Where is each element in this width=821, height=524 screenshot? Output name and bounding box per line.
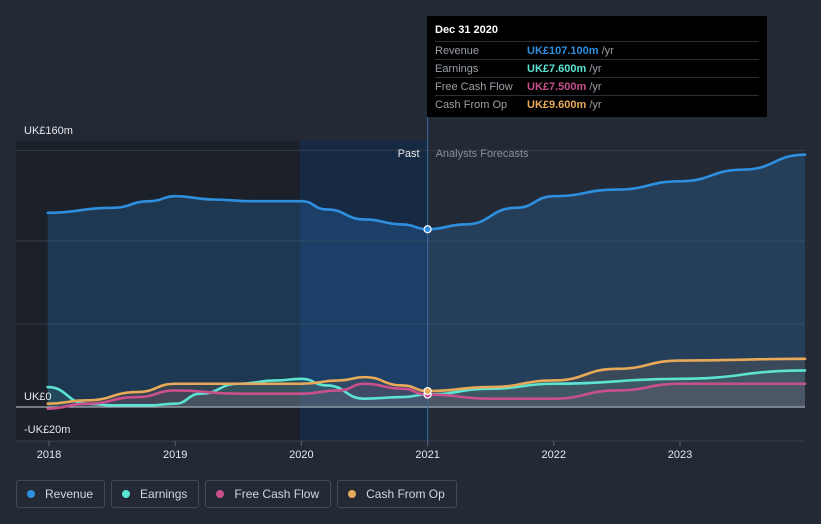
- x-tick-label: 2018: [37, 449, 61, 461]
- cash-from-op-line: [46, 357, 807, 405]
- tooltip-value: UK£7.500m: [527, 80, 587, 93]
- legend-label: Free Cash Flow: [234, 487, 320, 501]
- tooltip-row: Cash From Op UK£9.600m/yr: [435, 95, 759, 113]
- tooltip-unit: /yr: [589, 98, 602, 111]
- x-tick-label: 2021: [415, 449, 439, 461]
- tooltip-row: Revenue UK£107.100m/yr: [435, 41, 759, 59]
- y-tick-label: UK£0: [24, 391, 52, 403]
- tooltip-date: Dec 31 2020: [435, 24, 498, 36]
- forecast-label: Analysts Forecasts: [436, 148, 529, 160]
- legend-label: Revenue: [45, 487, 94, 501]
- legend-item-free-cash-flow[interactable]: Free Cash Flow: [205, 480, 332, 508]
- x-tick-label: 2022: [542, 449, 566, 461]
- tooltip-label: Earnings: [435, 62, 479, 75]
- y-tick-label: UK£160m: [24, 125, 73, 137]
- tooltip: Dec 31 2020 Revenue UK£107.100m/yr Earning…: [427, 16, 767, 117]
- earnings-area: [47, 370, 806, 407]
- legend: Revenue Earnings Free Cash Flow Cash From O…: [16, 480, 457, 508]
- free-cash-flow-line: [46, 382, 807, 410]
- tooltip-unit: /yr: [601, 44, 614, 57]
- legend-label: Cash From Op: [366, 487, 445, 501]
- legend-dot-icon: [348, 490, 357, 498]
- x-tick-label: 2020: [289, 449, 313, 461]
- x-tick-label: 2023: [668, 449, 692, 461]
- tooltip-row: Free Cash Flow UK£7.500m/yr: [435, 77, 759, 95]
- y-tick-label: -UK£20m: [24, 424, 70, 436]
- revenue-line: [46, 153, 807, 231]
- tooltip-value: UK£7.600m: [527, 62, 587, 75]
- legend-dot-icon: [216, 490, 225, 498]
- tooltip-value: UK£9.600m: [527, 98, 587, 111]
- legend-label: Earnings: [140, 487, 188, 501]
- legend-dot-icon: [27, 490, 35, 498]
- cash-from-op-marker: [423, 386, 432, 396]
- tooltip-unit: /yr: [589, 80, 602, 93]
- legend-item-revenue[interactable]: Revenue: [16, 480, 106, 508]
- tooltip-unit: /yr: [589, 62, 602, 75]
- tooltip-value: UK£107.100m: [527, 44, 599, 57]
- legend-dot-icon: [122, 490, 131, 498]
- legend-item-earnings[interactable]: Earnings: [111, 480, 200, 508]
- revenue-area: [47, 154, 806, 407]
- x-tick-label: 2019: [163, 449, 187, 461]
- past-label: Past: [398, 148, 420, 160]
- legend-item-cash-from-op[interactable]: Cash From Op: [337, 480, 457, 508]
- revenue-marker: [423, 225, 432, 234]
- tooltip-label: Cash From Op: [435, 98, 508, 111]
- tooltip-row: Earnings UK£7.600m/yr: [435, 59, 759, 77]
- tooltip-label: Free Cash Flow: [435, 80, 513, 93]
- tooltip-label: Revenue: [435, 44, 480, 57]
